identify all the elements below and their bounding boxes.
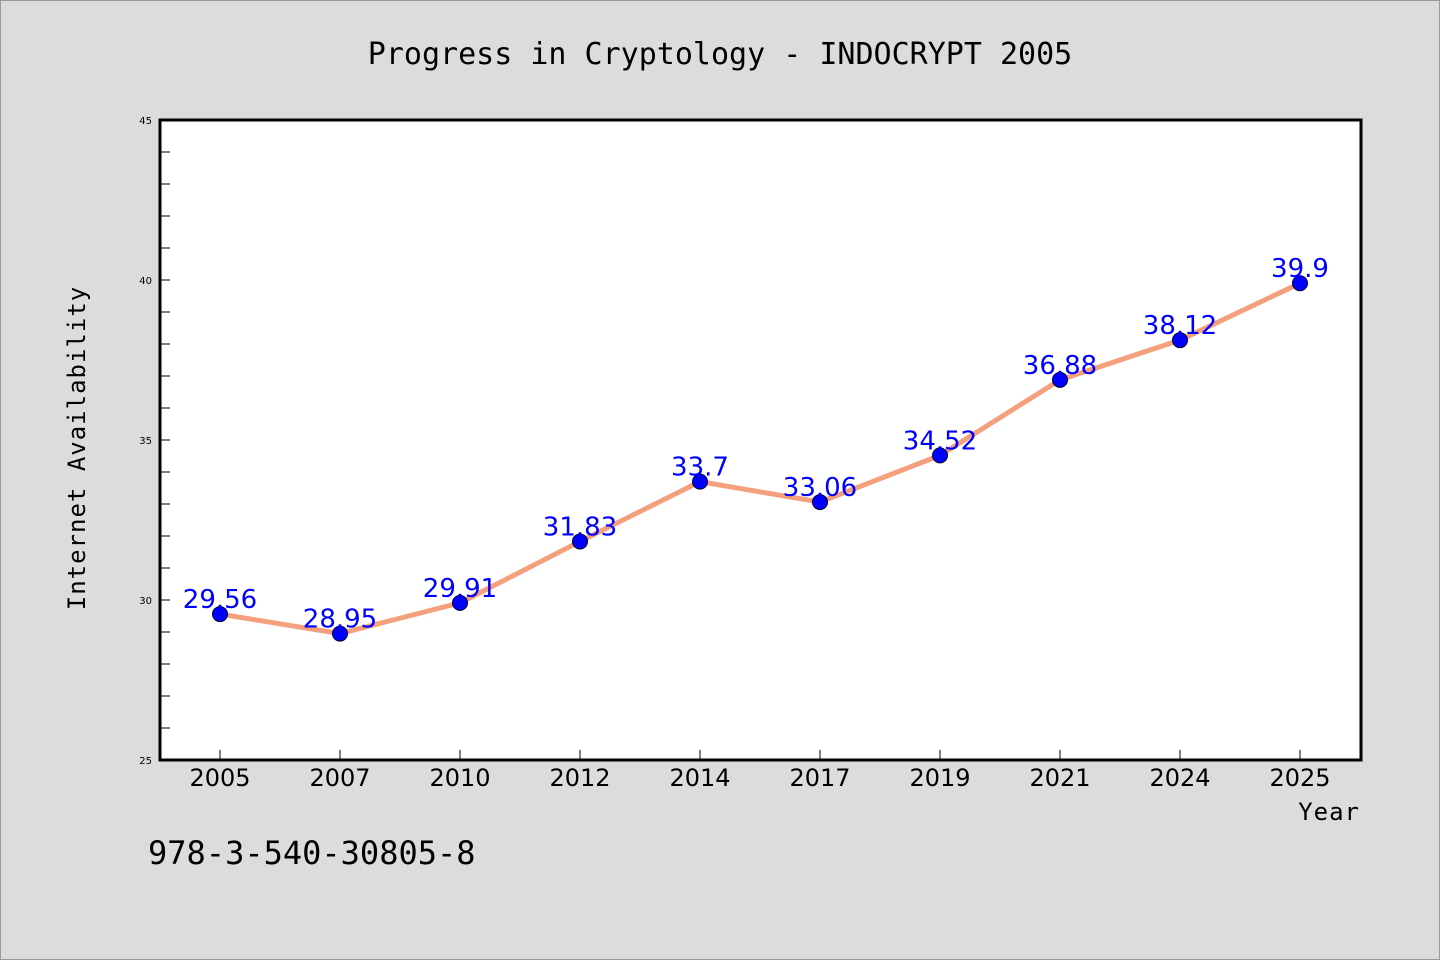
data-label: 36.88: [1023, 351, 1097, 381]
data-point: [452, 594, 468, 611]
x-tick-label: 2014: [669, 764, 730, 792]
data-point: [932, 447, 948, 464]
data-point: [572, 533, 588, 550]
y-axis-title: Internet Availability: [63, 286, 91, 610]
x-tick-label: 2024: [1149, 764, 1210, 792]
chart-title: Progress in Cryptology - INDOCRYPT 2005: [368, 37, 1072, 72]
data-label: 38.12: [1143, 311, 1217, 341]
data-label: 33.7: [671, 453, 729, 483]
data-label: 28.95: [303, 605, 377, 635]
data-point: [332, 625, 348, 642]
data-label: 39.9: [1271, 254, 1329, 284]
x-tick-label: 2025: [1269, 764, 1330, 792]
series-line: [219, 280, 1302, 637]
data-label: 29.91: [423, 574, 497, 604]
data-point: [1292, 275, 1308, 292]
data-point: [1172, 332, 1188, 349]
series-markers: [212, 275, 1308, 642]
x-tick-label: 2005: [189, 764, 250, 792]
plot-border: [158, 118, 1363, 762]
x-tick-label: 2012: [549, 764, 610, 792]
y-tick-label: 35: [139, 436, 152, 447]
x-tick-label: 2019: [909, 764, 970, 792]
x-axis-title: Year: [1298, 798, 1360, 826]
data-label: 33.06: [783, 473, 857, 503]
data-point: [812, 494, 828, 511]
data-point: [212, 606, 228, 623]
y-tick-labels: 25 30 35 40 45: [139, 116, 152, 767]
data-point: [692, 473, 708, 490]
isbn-label: 978-3-540-30805-8: [148, 834, 476, 872]
y-tick-label: 45: [139, 116, 152, 127]
x-tick-label: 2007: [309, 764, 370, 792]
y-tick-label: 30: [139, 596, 152, 607]
data-labels: 29.56 28.95 29.91 31.83 33.7 33.06 34.52 36.88 3…: [183, 254, 1329, 634]
x-tick-label: 2021: [1029, 764, 1090, 792]
data-label: 29.56: [183, 585, 257, 615]
x-tick-label: 2017: [789, 764, 850, 792]
x-tick-label: 2010: [429, 764, 490, 792]
y-tick-label: 40: [139, 276, 152, 287]
y-tick-label: 25: [139, 756, 152, 767]
plot-area: [160, 120, 1361, 760]
axis-ticks: [160, 119, 1301, 761]
data-point: [1052, 371, 1068, 388]
x-tick-labels: 2005 2007 2010 2012 2014 2017 2019 2021 2024 2025: [189, 764, 1330, 792]
data-label: 34.52: [903, 426, 977, 456]
data-label: 31.83: [543, 512, 617, 542]
